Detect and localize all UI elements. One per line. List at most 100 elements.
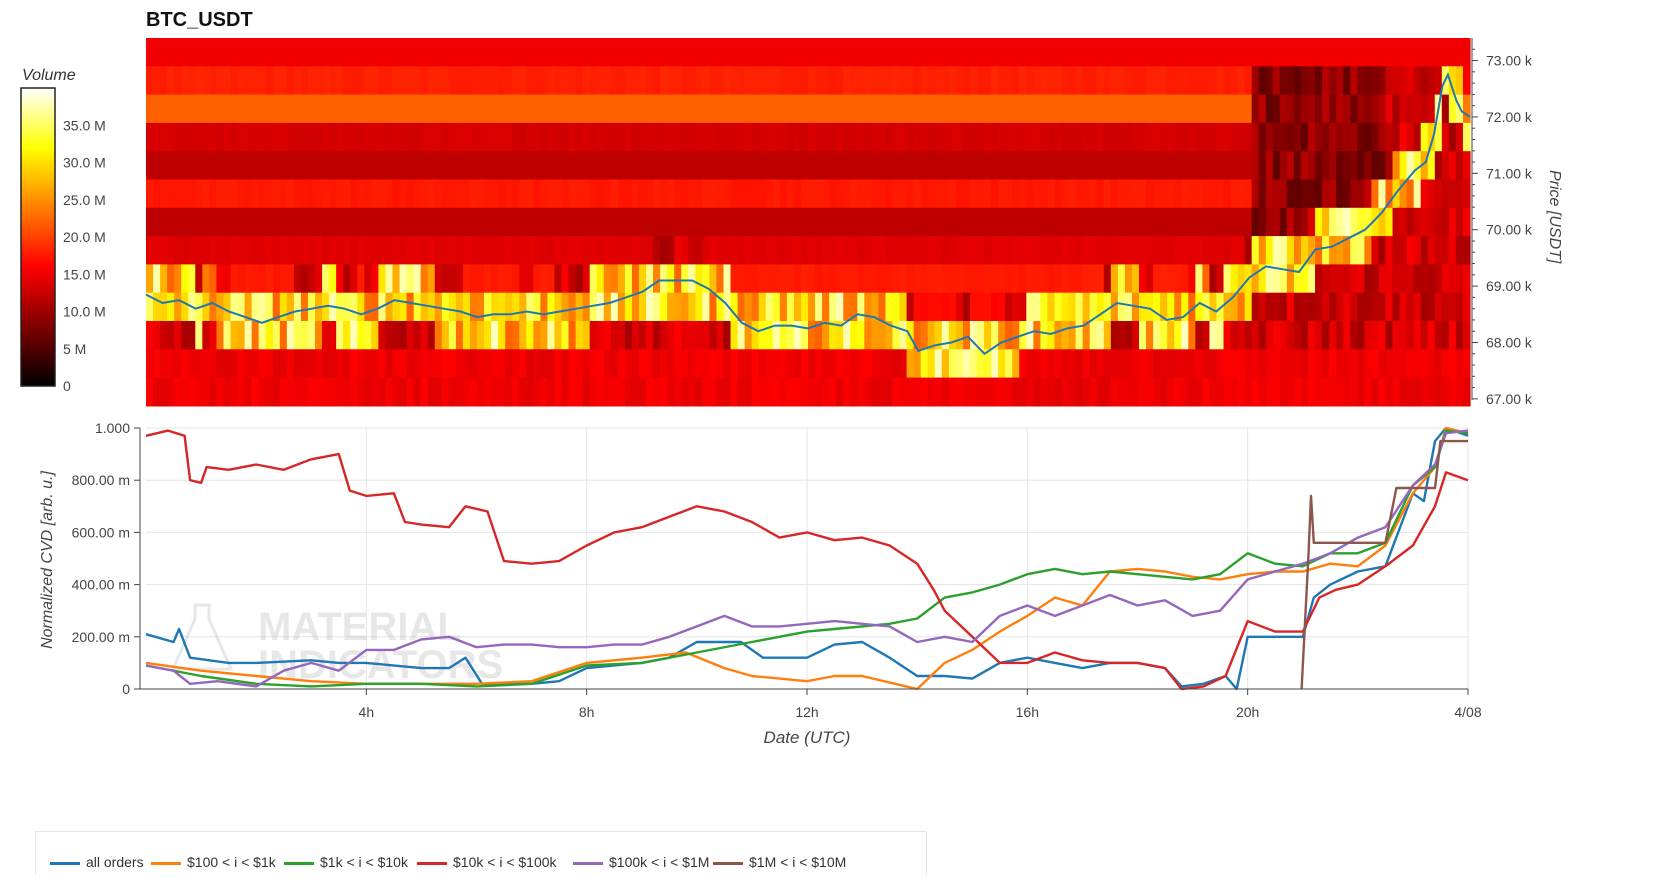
heatmap-cell: [1202, 151, 1211, 181]
heatmap-cell: [1026, 151, 1034, 181]
heatmap-cell: [1131, 377, 1140, 407]
heatmap-cell: [265, 94, 274, 124]
heatmap-cell: [575, 321, 584, 350]
heatmap-cell: [1160, 264, 1168, 294]
heatmap-cell: [1392, 292, 1401, 322]
legend-item[interactable]: $100 < i < $1k: [151, 854, 276, 870]
heatmap-cell: [582, 122, 591, 152]
heatmap-cell: [913, 236, 922, 265]
heatmap-cell: [181, 349, 189, 379]
heatmap-cell: [800, 321, 809, 350]
heatmap-cell: [286, 264, 295, 294]
heatmap-cell: [392, 179, 401, 209]
heatmap-cell: [568, 151, 577, 181]
heatmap-cell: [857, 349, 865, 379]
heatmap-cell: [1251, 179, 1260, 209]
heatmap-cell: [1378, 179, 1387, 209]
heatmap-cell: [329, 349, 337, 379]
heatmap-cell: [448, 264, 457, 294]
heatmap-cell: [448, 321, 457, 350]
legend-item[interactable]: $10k < i < $100k: [417, 854, 557, 870]
heatmap-cell: [188, 66, 196, 96]
heatmap-cell: [1068, 151, 1077, 181]
heatmap-cell: [822, 349, 830, 379]
heatmap-cell: [955, 151, 964, 181]
heatmap-cell: [1371, 151, 1380, 181]
heatmap-cell: [1188, 207, 1196, 237]
heatmap-cell: [779, 377, 788, 407]
heatmap-cell: [589, 292, 598, 322]
heatmap-cell: [307, 236, 316, 265]
heatmap-cell: [610, 38, 619, 67]
heatmap-cell: [1265, 349, 1274, 379]
heatmap-cell: [286, 151, 295, 181]
heatmap-cell: [653, 94, 661, 124]
heatmap-cell: [399, 321, 408, 350]
heatmap-cell: [998, 179, 1006, 209]
heatmap-cell: [744, 94, 753, 124]
heatmap-cell: [1033, 377, 1041, 407]
heatmap-cell: [617, 236, 626, 265]
heatmap-cell: [1054, 94, 1063, 124]
legend-item[interactable]: all orders: [50, 854, 144, 870]
legend-label: $1k < i < $10k: [320, 854, 408, 870]
heatmap-cell: [167, 207, 175, 237]
heatmap-cell: [237, 264, 246, 294]
heatmap-cell: [1075, 179, 1084, 209]
heatmap-cell: [723, 66, 732, 96]
heatmap-cell: [1068, 179, 1077, 209]
heatmap-cell: [1343, 264, 1351, 294]
heatmap-cell: [1033, 38, 1041, 67]
heatmap-cell: [181, 236, 189, 265]
heatmap-cell: [906, 122, 915, 152]
heatmap-cell: [815, 38, 823, 67]
heatmap-cell: [1195, 292, 1203, 322]
heatmap-cell: [998, 122, 1006, 152]
heatmap-cell: [1040, 264, 1049, 294]
heatmap-cell: [955, 377, 964, 407]
heatmap-cell: [1251, 66, 1260, 96]
heatmap-cell: [540, 38, 549, 67]
heatmap-cell: [1293, 207, 1302, 237]
heatmap-cell: [730, 292, 739, 322]
legend-item[interactable]: $100k < i < $1M: [573, 854, 709, 870]
heatmap-cell: [603, 236, 612, 265]
legend-item[interactable]: $1k < i < $10k: [284, 854, 408, 870]
heatmap-cell: [709, 349, 718, 379]
heatmap-cell: [505, 207, 513, 237]
legend-item[interactable]: $1M < i < $10M: [713, 854, 846, 870]
heatmap-cell: [653, 264, 661, 294]
heatmap-cell: [1251, 236, 1260, 265]
heatmap-cell: [1434, 207, 1443, 237]
heatmap-cell: [1089, 377, 1098, 407]
heatmap-cell: [462, 321, 471, 350]
heatmap-cell: [315, 38, 323, 67]
heatmap-cell: [427, 94, 436, 124]
heatmap-cell: [209, 377, 218, 407]
heatmap-cell: [469, 66, 478, 96]
heatmap-cell: [300, 377, 309, 407]
heatmap-cell: [667, 66, 675, 96]
heatmap-cell: [1068, 66, 1077, 96]
legend-swatch: [417, 861, 447, 865]
heatmap-cell: [462, 377, 471, 407]
heatmap-cell: [547, 94, 556, 124]
heatmap-cell: [1160, 179, 1168, 209]
heatmap-cell: [1364, 122, 1372, 152]
heatmap-cell: [638, 236, 647, 265]
heatmap-cell: [653, 38, 661, 67]
heatmap-cell: [223, 179, 232, 209]
heatmap-cell: [688, 264, 696, 294]
heatmap-cell: [885, 377, 894, 407]
heatmap-cell: [1188, 349, 1196, 379]
heatmap-cell: [554, 151, 563, 181]
heatmap-cell: [603, 377, 612, 407]
heatmap-cell: [1237, 38, 1246, 67]
heatmap-cell: [1392, 66, 1401, 96]
heatmap-cell: [512, 207, 520, 237]
heatmap-cell: [1047, 377, 1056, 407]
heatmap-cell: [1174, 38, 1182, 67]
heatmap-cell: [1230, 179, 1239, 209]
heatmap-cell: [1110, 122, 1119, 152]
heatmap-cell: [1427, 377, 1436, 407]
